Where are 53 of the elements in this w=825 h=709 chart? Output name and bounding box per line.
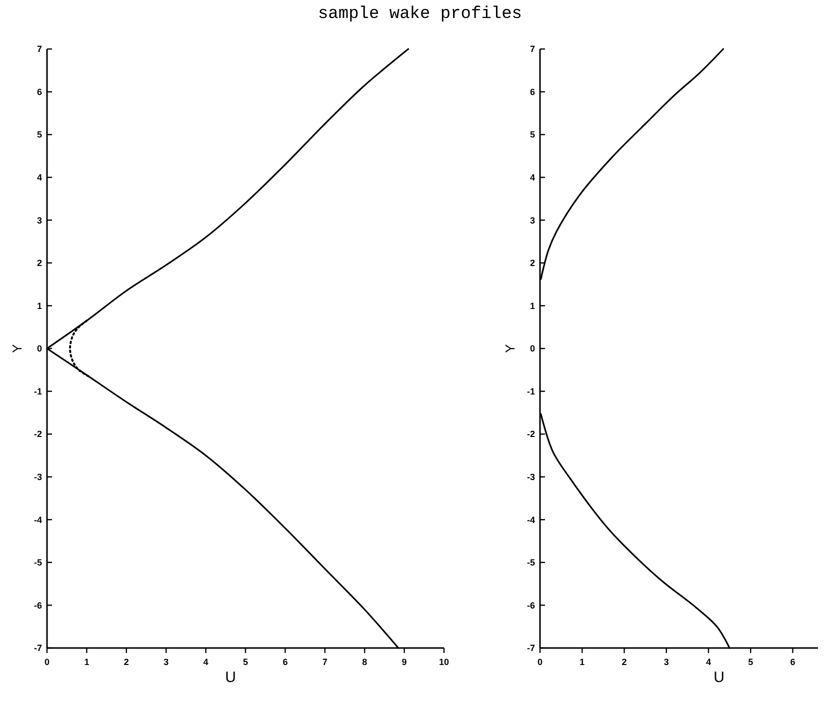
y-tick-label: 0 xyxy=(36,344,42,354)
y-tick-label: -2 xyxy=(34,429,42,440)
y-tick-label: 5 xyxy=(530,130,535,140)
x-tick-label: 4 xyxy=(706,657,711,667)
x-tick-label: 2 xyxy=(622,657,627,667)
y-axis-title: Y xyxy=(502,344,518,353)
y-tick-label: 0 xyxy=(530,344,535,354)
y-tick-label: -6 xyxy=(526,600,535,610)
x-tick-label: 7 xyxy=(322,657,328,667)
x-tick-label: 1 xyxy=(84,657,90,667)
x-axis-title: U xyxy=(225,669,236,686)
y-tick-label: 6 xyxy=(36,86,42,97)
y-tick-label: -7 xyxy=(34,643,42,654)
x-tick-label: 0 xyxy=(537,657,543,667)
x-tick-label: 3 xyxy=(164,657,169,667)
x-tick-label: 10 xyxy=(438,657,450,667)
x-tick-label: 2 xyxy=(124,657,129,667)
x-tick-label: 0 xyxy=(44,657,50,667)
y-tick-label: 1 xyxy=(36,300,42,311)
y-tick-label: -4 xyxy=(34,514,42,525)
y-tick-label: 3 xyxy=(530,215,535,226)
chart-title: sample wake profiles xyxy=(318,5,522,24)
y-tick-label: -7 xyxy=(526,643,535,654)
y-tick-label: -1 xyxy=(526,386,535,396)
y-tick-label: -3 xyxy=(526,472,535,482)
y-tick-label: -4 xyxy=(526,514,535,525)
y-tick-label: 7 xyxy=(530,44,535,54)
y-tick-label: 6 xyxy=(530,86,535,97)
x-axis-title: U xyxy=(714,669,724,686)
y-tick-label: -1 xyxy=(34,386,42,396)
y-tick-label: 2 xyxy=(36,258,42,268)
y-tick-label: -6 xyxy=(34,600,42,610)
x-tick-label: 5 xyxy=(748,657,754,667)
x-tick-label: 8 xyxy=(362,657,368,667)
y-axis-title: Y xyxy=(10,344,25,353)
y-tick-label: 4 xyxy=(36,172,42,183)
y-tick-label: -2 xyxy=(526,429,535,440)
x-tick-label: 9 xyxy=(402,657,407,667)
y-tick-label: 1 xyxy=(530,300,535,311)
y-tick-label: 3 xyxy=(36,215,42,226)
y-tick-label: 5 xyxy=(36,130,42,140)
y-tick-label: 4 xyxy=(530,172,535,183)
y-tick-label: 2 xyxy=(530,258,535,268)
y-tick-label: -5 xyxy=(34,558,42,568)
x-tick-label: 1 xyxy=(580,657,585,667)
x-tick-label: 6 xyxy=(282,657,288,667)
x-tick-label: 4 xyxy=(203,657,208,667)
x-tick-label: 6 xyxy=(790,657,796,667)
x-tick-label: 5 xyxy=(242,657,248,667)
y-tick-label: 7 xyxy=(36,44,42,54)
y-tick-label: -5 xyxy=(526,558,535,568)
x-tick-label: 3 xyxy=(664,657,669,667)
y-tick-label: -3 xyxy=(34,472,42,482)
